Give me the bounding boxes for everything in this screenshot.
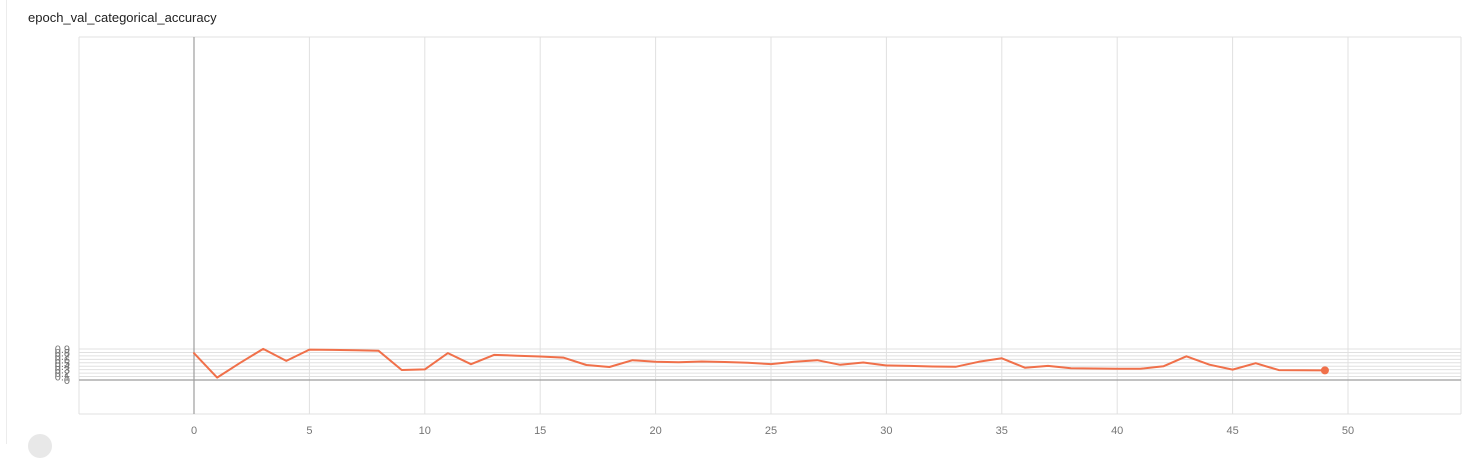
y-tick-label: 0 (64, 375, 70, 387)
x-tick-labels: 0 5 10 15 20 25 30 35 40 45 50 (191, 425, 1354, 437)
line-chart[interactable]: 0 5 10 15 20 25 30 35 40 45 50 00.10.20.30.40.50.6… (0, 0, 1479, 444)
y-tick-label: 0.4 (55, 361, 70, 373)
x-tick-label: 10 (419, 425, 431, 437)
expand-button[interactable] (28, 434, 52, 458)
x-tick-label: 45 (1226, 425, 1238, 437)
last-point-marker (1320, 366, 1329, 375)
x-tick-label: 40 (1111, 425, 1123, 437)
y-tick-label: 0.8 (55, 347, 70, 359)
y-tick-label: 0.2 (55, 368, 70, 380)
y-tick-label: 0.9 (55, 344, 70, 356)
zero-axes (79, 37, 1461, 414)
y-tick-label: 0.6 (55, 354, 70, 366)
y-tick-labels: 00.10.20.30.40.50.60.70.80.9 (55, 344, 70, 387)
horizontal-grid-lines (79, 36, 1461, 415)
x-tick-label: 20 (649, 425, 661, 437)
card-border (6, 0, 7, 444)
x-tick-label: 25 (765, 425, 777, 437)
series-line (193, 347, 1326, 379)
y-tick-label: 0.3 (55, 365, 70, 377)
x-tick-label: 15 (534, 425, 546, 437)
x-tick-label: 5 (306, 425, 312, 437)
x-tick-label: 30 (880, 425, 892, 437)
x-tick-label: 50 (1342, 425, 1354, 437)
x-tick-label: 0 (191, 425, 197, 437)
chart-title: epoch_val_categorical_accuracy (28, 10, 217, 25)
series-group (193, 347, 1329, 379)
x-tick-label: 35 (996, 425, 1008, 437)
vertical-grid-lines (78, 37, 1462, 414)
y-tick-label: 0.5 (55, 358, 70, 370)
y-tick-label: 0.7 (55, 351, 70, 363)
y-tick-label: 0.1 (55, 372, 70, 384)
